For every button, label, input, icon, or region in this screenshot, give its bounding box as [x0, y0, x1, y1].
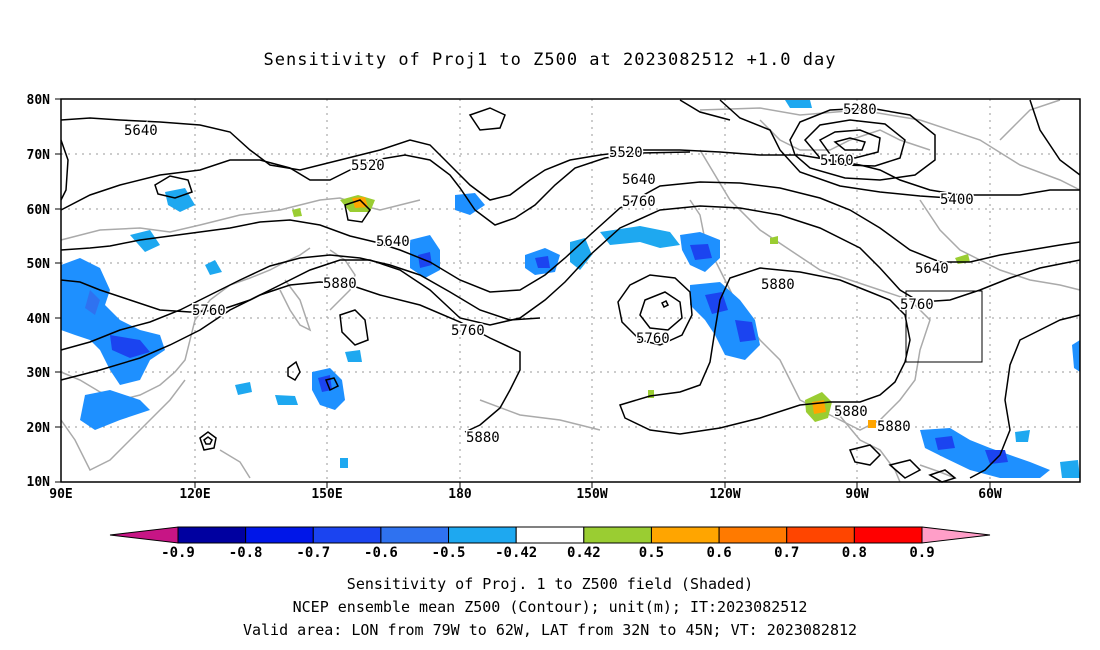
- contour-label: 5880: [323, 276, 357, 292]
- contour-label: 5880: [877, 419, 911, 435]
- colorbar: -0.9 -0.8 -0.7 -0.6 -0.5 -0.42 0.42 0.5 0.6 0.7 0.…: [109, 526, 991, 561]
- lat-label: 60N: [27, 203, 51, 218]
- colorbar-low-end: [109, 526, 179, 544]
- colorbar-label: -0.7: [296, 545, 330, 561]
- lat-label: 80N: [27, 93, 51, 108]
- colorbar-box: [177, 526, 247, 544]
- lon-label: 120W: [709, 487, 740, 502]
- caption-line: Valid area: LON from 79W to 62W, LAT fro…: [242, 621, 858, 639]
- caption-line: NCEP ensemble mean Z500 (Contour); unit(…: [292, 598, 808, 616]
- colorbar-label: 0.6: [706, 545, 731, 561]
- longitude-labels: 90E 120E 150E 180 150W 120W 90W 60W: [49, 487, 1002, 502]
- lat-label: 50N: [27, 257, 51, 272]
- contour-label: 5880: [761, 277, 795, 293]
- map-frame: [60, 98, 1081, 483]
- map-panel: 5640 5520 5640 5880 5760 5760 5520 5640 …: [60, 98, 1081, 483]
- contour-label: 5760: [622, 194, 656, 210]
- colorbar-label: 0.8: [842, 545, 867, 561]
- contour-label: 5640: [915, 261, 949, 277]
- lon-label: 90E: [49, 487, 72, 502]
- colorbar-box: [245, 526, 314, 544]
- lon-label: 90W: [845, 487, 869, 502]
- contour-label: 5880: [834, 404, 868, 420]
- contour-label: 5640: [622, 172, 656, 188]
- colorbar-box: [786, 526, 855, 544]
- colorbar-label: 0.7: [774, 545, 799, 561]
- contour-label: 5520: [351, 158, 385, 174]
- colorbar-label: 0.5: [639, 545, 664, 561]
- colorbar-label: -0.9: [161, 545, 195, 561]
- colorbar-label: -0.6: [364, 545, 398, 561]
- lat-ticks: [55, 98, 61, 483]
- colorbar-box: [718, 526, 788, 544]
- contour-labels: 5640 5520 5640 5880 5760 5760 5520 5640 …: [123, 101, 976, 448]
- contour-label: 5880: [466, 430, 500, 446]
- lat-label: 70N: [27, 148, 51, 163]
- colorbar-box: [448, 526, 517, 544]
- colorbar-box: [515, 526, 585, 544]
- lon-label: 120E: [179, 487, 210, 502]
- contour-label: 5640: [124, 123, 158, 139]
- colorbar-box: [650, 526, 720, 544]
- contour-label: 5760: [192, 303, 226, 319]
- map-title: Sensitivity of Proj1 to Z500 at 20230825…: [263, 50, 837, 70]
- caption-line: Sensitivity of Proj. 1 to Z500 field (Sh…: [346, 575, 754, 593]
- lon-label: 150E: [311, 487, 342, 502]
- contour-label: 5400: [940, 192, 974, 208]
- valid-area-box: [905, 290, 983, 363]
- captions: Sensitivity of Proj. 1 to Z500 field (Sh…: [0, 573, 1100, 642]
- colorbar-label: -0.42: [495, 545, 537, 561]
- colorbar-box: [583, 526, 652, 544]
- colorbar-boxes: [177, 526, 923, 544]
- lat-label: 40N: [27, 312, 51, 327]
- z500-contours: [60, 99, 1081, 483]
- lon-label: 60W: [978, 487, 1002, 502]
- contour-label: 5640: [376, 234, 410, 250]
- contour-label: 5760: [636, 331, 670, 347]
- colorbar-box: [853, 526, 923, 544]
- lon-label: 150W: [576, 487, 607, 502]
- contour-label: 5760: [900, 297, 934, 313]
- colorbar-label: 0.42: [567, 545, 601, 561]
- colorbar-label: -0.5: [432, 545, 466, 561]
- lat-label: 20N: [27, 421, 51, 436]
- colorbar-high-end: [921, 526, 991, 544]
- latitude-labels: 80N 70N 60N 50N 40N 30N 20N 10N: [27, 93, 51, 490]
- colorbar-box: [380, 526, 450, 544]
- contour-label: 5760: [451, 323, 485, 339]
- lat-label: 10N: [27, 475, 51, 490]
- contour-label: 5520: [609, 145, 643, 161]
- lat-label: 30N: [27, 366, 51, 381]
- colorbar-labels: -0.9 -0.8 -0.7 -0.6 -0.5 -0.42 0.42 0.5 0.6 0.7 0.…: [161, 545, 935, 561]
- colorbar-label: 0.9: [909, 545, 934, 561]
- contour-label: 5280: [843, 102, 877, 118]
- colorbar-label: -0.8: [229, 545, 263, 561]
- contour-label: 5160: [820, 153, 854, 169]
- lon-label: 180: [448, 487, 472, 502]
- sensitivity-shading: [61, 100, 1080, 478]
- colorbar-box: [312, 526, 382, 544]
- lon-ticks: [194, 482, 991, 488]
